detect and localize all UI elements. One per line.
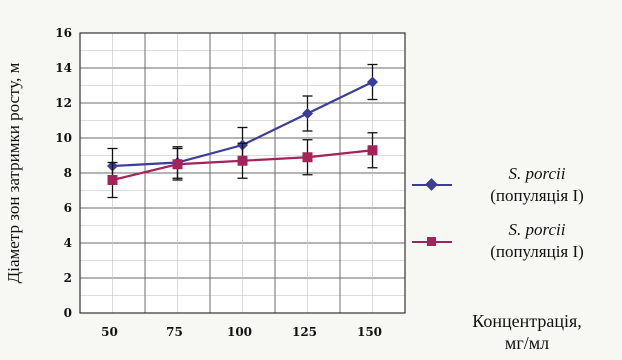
data-point-square <box>107 175 118 185</box>
legend-series-2-name: S. porcii <box>508 220 566 239</box>
data-point-square <box>302 152 313 163</box>
y-tick-label: 10 <box>55 131 72 145</box>
data-point-diamond <box>367 76 378 88</box>
y-axis-title: Діаметр зон затримки росту, м <box>4 62 23 284</box>
legend-label-series-1: S. porcii (популяція I) <box>452 163 622 207</box>
data-point-square <box>172 159 183 170</box>
x-tick-label: 50 <box>101 325 118 339</box>
y-tick-label: 0 <box>64 306 72 320</box>
y-tick-label: 8 <box>64 166 72 180</box>
data-point-square <box>367 145 378 156</box>
legend-series-1-suffix: (популяція I) <box>490 186 584 205</box>
legend-series-2-suffix: (популяція I) <box>490 242 584 261</box>
legend-series-1-name: S. porcii <box>508 164 566 183</box>
data-point-diamond <box>302 108 313 119</box>
legend-marker-square <box>427 237 436 246</box>
y-tick-label: 14 <box>55 61 72 75</box>
y-tick-label: 2 <box>64 271 72 285</box>
y-tick-label: 4 <box>64 236 72 250</box>
x-tick-label: 75 <box>166 325 183 339</box>
data-point-square <box>237 155 248 166</box>
y-tick-label: 16 <box>55 26 72 40</box>
x-tick-label: 150 <box>357 325 382 339</box>
x-tick-label: 100 <box>227 325 252 339</box>
legend-label-series-2: S. porcii (популяція I) <box>452 219 622 263</box>
x-axis-title-line-1: Концентрація, <box>472 311 582 331</box>
plot-frame <box>79 32 406 314</box>
y-tick-label: 12 <box>55 96 72 110</box>
x-axis-title: Концентрація, мг/мл <box>432 310 622 354</box>
x-axis-title-line-2: мг/мл <box>504 333 550 353</box>
x-tick-label: 125 <box>292 325 317 339</box>
y-tick-label: 6 <box>64 201 72 215</box>
